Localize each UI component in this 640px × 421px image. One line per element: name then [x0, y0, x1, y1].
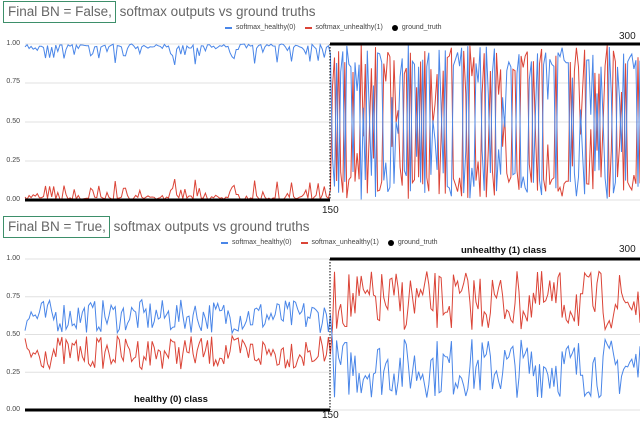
- title-boxed-top: Final BN = False,: [3, 1, 116, 23]
- ytick: 0.50: [6, 331, 20, 338]
- legend-item-unhealthy: softmax_unhealthy(1): [300, 239, 379, 246]
- class-label-unhealthy: unhealthy (1) class: [461, 245, 547, 256]
- class-label-healthy: healthy (0) class: [134, 394, 208, 405]
- ytick: 0.25: [6, 157, 20, 164]
- title-rest-top: softmax outputs vs ground truths: [115, 4, 316, 19]
- legend-item-healthy: softmax_healthy(0): [221, 239, 292, 246]
- legend-dot-icon: [387, 239, 394, 246]
- legend-item-truth: ground_truth: [387, 239, 438, 246]
- legend-item-truth: ground_truth: [391, 24, 442, 31]
- legend-bottom: softmax_healthy(0) softmax_unhealthy(1) …: [221, 239, 438, 246]
- legend-dot-icon: [391, 24, 398, 31]
- ytick: 0.00: [6, 196, 20, 203]
- legend-swatch-icon: [225, 26, 232, 29]
- legend-swatch-icon: [304, 26, 312, 29]
- legend-swatch-icon: [300, 241, 308, 244]
- chart-title-top: Final BN = False, softmax outputs vs gro…: [3, 1, 316, 23]
- legend-swatch-icon: [221, 241, 228, 244]
- chart-title-bottom: Final BN = True, softmax outputs vs grou…: [3, 216, 310, 238]
- ytick: 0.25: [6, 369, 20, 376]
- title-rest-bottom: softmax outputs vs ground truths: [109, 219, 310, 234]
- title-boxed-bottom: Final BN = True,: [3, 216, 110, 238]
- x-annotation-150-bottom: 150: [322, 410, 339, 421]
- ytick: 0.75: [6, 78, 20, 85]
- x-annotation-150-top: 150: [322, 205, 339, 216]
- ytick: 1.00: [6, 40, 20, 47]
- ytick: 0.75: [6, 293, 20, 300]
- ytick: 1.00: [6, 255, 20, 262]
- legend-item-unhealthy: softmax_unhealthy(1): [304, 24, 383, 31]
- legend-top: softmax_healthy(0) softmax_unhealthy(1) …: [225, 24, 442, 31]
- ytick: 0.50: [6, 118, 20, 125]
- x-annotation-300-top: 300: [619, 31, 636, 42]
- x-annotation-300-bottom: 300: [619, 244, 636, 255]
- ytick: 0.00: [6, 406, 20, 413]
- legend-item-healthy: softmax_healthy(0): [225, 24, 296, 31]
